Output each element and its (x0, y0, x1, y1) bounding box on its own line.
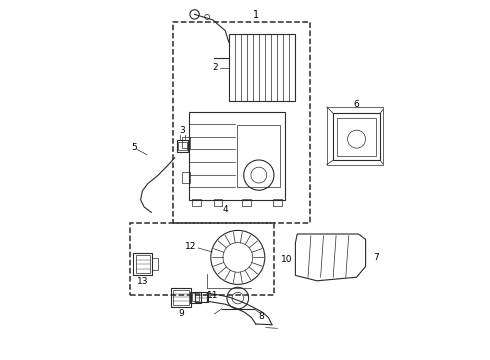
Text: 6: 6 (354, 100, 360, 109)
Bar (192, 199, 201, 206)
Text: 12: 12 (185, 242, 196, 251)
Bar (133, 253, 152, 275)
Bar (182, 172, 190, 183)
Bar (229, 34, 295, 101)
Bar (173, 290, 189, 305)
Text: 11: 11 (207, 291, 219, 300)
Text: 4: 4 (222, 205, 228, 214)
Text: 5: 5 (131, 143, 137, 152)
Text: 2: 2 (212, 63, 218, 72)
Bar (136, 255, 150, 273)
Bar (152, 258, 157, 270)
Bar (130, 223, 274, 295)
Text: 9: 9 (178, 309, 184, 318)
Bar (189, 112, 285, 200)
Bar (333, 113, 380, 160)
Text: 3: 3 (179, 126, 185, 135)
Bar (173, 22, 310, 223)
Bar (242, 199, 251, 206)
Bar (190, 292, 201, 303)
Bar (327, 107, 383, 165)
Bar (195, 292, 208, 302)
Bar (178, 142, 187, 150)
Bar (176, 140, 188, 152)
Bar (192, 293, 199, 301)
Bar (273, 199, 282, 206)
Bar (182, 137, 190, 148)
Bar (237, 125, 280, 186)
Text: 1: 1 (253, 10, 259, 20)
Text: 13: 13 (137, 277, 148, 287)
Text: 10: 10 (281, 255, 293, 264)
Text: 7: 7 (373, 253, 379, 262)
Bar (337, 118, 376, 156)
Text: 8: 8 (258, 311, 264, 320)
Bar (171, 288, 191, 307)
Bar (214, 199, 222, 206)
